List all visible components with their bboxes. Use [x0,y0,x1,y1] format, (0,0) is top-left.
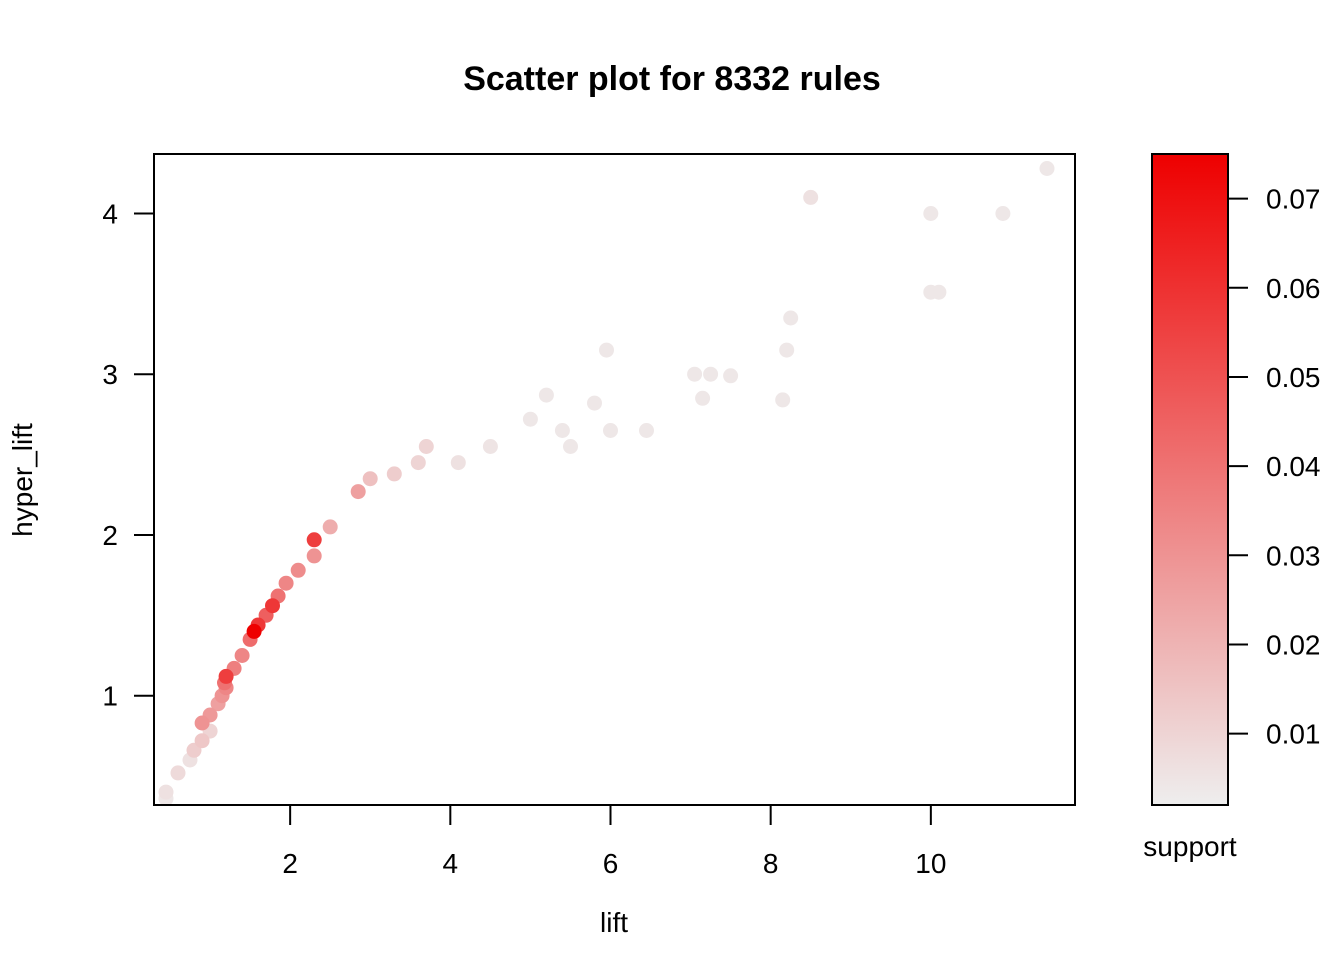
x-tick-label: 4 [443,848,459,879]
data-point [603,423,618,438]
data-point [194,715,210,731]
data-point [290,562,306,578]
y-tick-label: 4 [102,198,118,229]
color-scale-label: support [1143,831,1237,862]
data-point [931,284,947,300]
color-scale-tick-label: 0.04 [1266,451,1321,482]
data-point [783,310,799,326]
data-point [923,206,939,221]
data-point [779,342,795,358]
data-point [350,484,366,500]
data-point [995,206,1011,221]
data-point [554,423,570,438]
y-axis-label: hyper_lift [7,423,38,537]
data-point [803,189,819,205]
color-scale-tick-label: 0.03 [1266,540,1321,571]
color-scale-tick-label: 0.07 [1266,184,1321,215]
data-point [1039,161,1055,176]
y-axis: 1 2 3 4 [102,198,155,712]
data-point [278,575,294,591]
data-point [522,411,538,427]
y-tick-label: 3 [102,359,118,390]
y-tick-label: 2 [102,520,118,551]
data-point [265,598,280,614]
data-point [410,455,426,471]
color-scale-tick-label: 0.05 [1266,362,1321,393]
data-point [322,519,338,535]
data-point [386,466,402,482]
data-point [218,668,234,684]
x-tick-label: 8 [763,848,779,879]
data-point [587,395,602,411]
x-axis-label: lift [600,907,628,938]
data-point [158,784,174,800]
data-point [563,439,578,454]
color-scale-bar [1151,153,1229,806]
data-point [306,532,322,548]
data-point [703,366,719,382]
data-point [599,342,614,358]
data-point [418,439,434,454]
plot-frame [153,153,1076,806]
data-point [687,366,703,382]
data-point [306,548,322,564]
data-point [775,392,791,408]
x-tick-label: 2 [282,848,298,879]
x-tick-label: 10 [915,848,946,879]
color-scale-axis: 0.01 0.02 0.03 0.04 0.05 0.06 0.07 [1227,184,1321,750]
color-scale-tick-label: 0.02 [1266,629,1321,660]
chart-title: Scatter plot for 8332 rules [463,60,881,98]
data-point [234,648,250,663]
data-point [695,390,711,406]
y-tick-label: 1 [102,681,118,712]
data-point [482,439,498,454]
data-point [194,733,210,749]
x-tick-label: 6 [603,848,619,879]
data-point [538,387,554,403]
points-layer [158,161,1055,807]
data-point [246,623,262,639]
color-scale-tick-label: 0.01 [1266,719,1321,750]
data-point [639,423,654,438]
data-point [362,471,378,487]
data-point [723,368,739,384]
data-point [450,455,466,471]
data-point [170,765,186,781]
x-axis: 2 4 6 8 10 [282,804,946,879]
color-scale-tick-label: 0.06 [1266,273,1321,304]
